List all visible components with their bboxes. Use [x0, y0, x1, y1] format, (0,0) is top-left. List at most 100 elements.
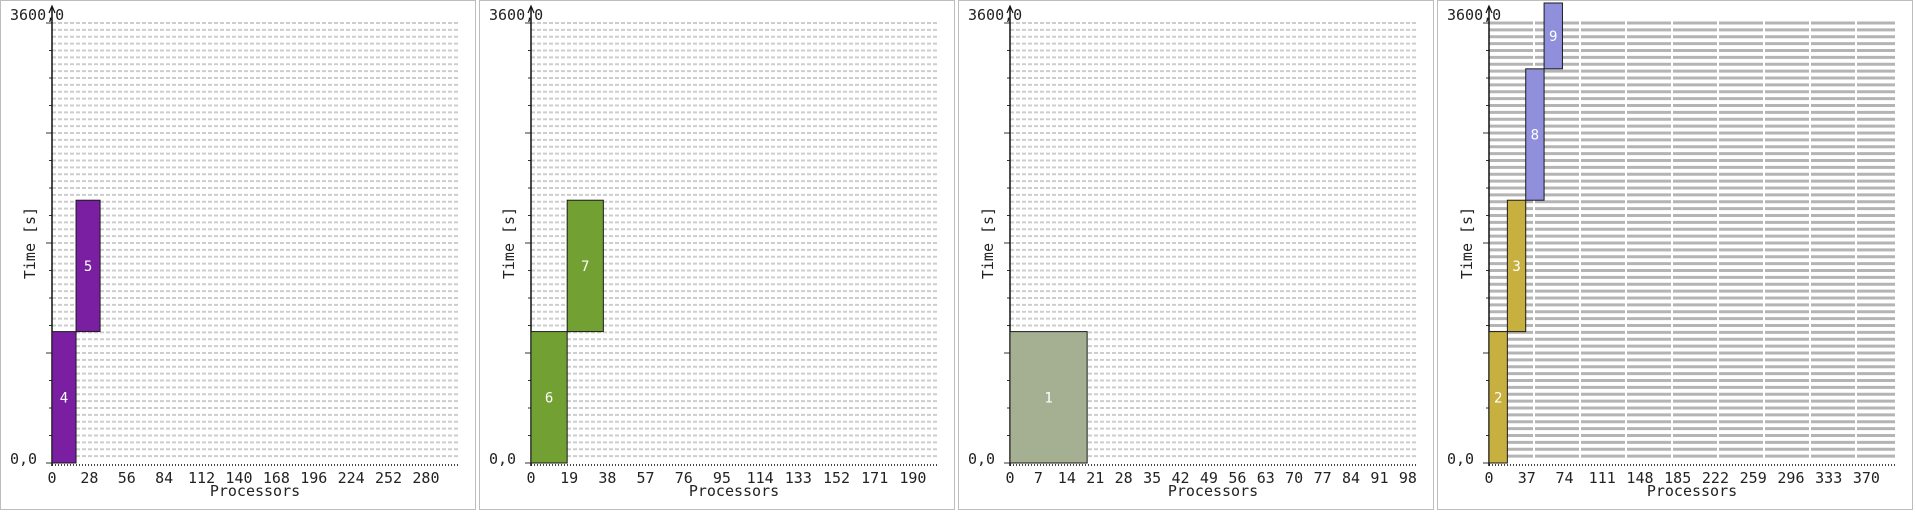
x-tick-label: 7 — [1034, 469, 1043, 487]
x-tick-label: 49 — [1200, 469, 1218, 487]
x-tick-label: 37 — [1518, 469, 1536, 487]
x-tick-label: 84 — [1342, 469, 1360, 487]
x-tick-label: 168 — [263, 469, 290, 487]
job-2: 2 — [1488, 331, 1508, 464]
y-axis-arrow — [48, 4, 56, 14]
chart-panel-1: 3600,0 0,0 0 28 56 84 112 140 168 196 224 252 280 Pro… — [0, 0, 476, 510]
x-tick-label: 0 — [1484, 469, 1493, 487]
x-tick-label: 98 — [1399, 469, 1417, 487]
x-tick-label: 370 — [1853, 469, 1880, 487]
job-1: 1 — [1009, 331, 1088, 464]
x-tick-label: 0 — [1005, 469, 1014, 487]
job-label: 5 — [84, 259, 92, 275]
chart-panel-2: 3600,0 0,0 0 19 38 57 76 95 114 133 152 171 190 Proce… — [479, 0, 955, 510]
job-9: 9 — [1543, 2, 1563, 70]
x-tick-label: 0 — [47, 469, 56, 487]
job-4: 4 — [51, 331, 77, 464]
y-axis-label: Time [s] — [979, 207, 997, 279]
x-tick-label: 111 — [1589, 469, 1616, 487]
gantt-chart-2: 3600,00,00 19 38 57 76 95 114 133 152 171 190Proce… — [489, 4, 937, 500]
gantt-chart-1: 3600,0 0,0 0 28 56 84 112 140 168 196 224 252 280 Pro… — [10, 4, 458, 500]
job-label: 3 — [1512, 259, 1520, 275]
x-tick-label: 84 — [155, 469, 173, 487]
x-tick-label: 74 — [1555, 469, 1573, 487]
job-label: 1 — [1044, 390, 1052, 406]
x-tick-label: 91 — [1370, 469, 1388, 487]
job-label: 8 — [1531, 128, 1539, 144]
x-tick-label: 42 — [1171, 469, 1189, 487]
x-tick-label: 222 — [1702, 469, 1729, 487]
corner-bottom-label: 0,0 — [968, 450, 995, 468]
chart-panel-3: 3600,0 0,0 0 7 14 21 28 35 42 49 56 63 70 77 84 91 98 Pro… — [958, 0, 1434, 510]
x-axis-label: Processors — [1168, 482, 1258, 500]
x-axis-label: Processors — [1647, 482, 1737, 500]
x-tick-label: 280 — [412, 469, 439, 487]
grid — [52, 22, 458, 458]
x-tick-label: 76 — [675, 469, 693, 487]
job-label: 7 — [581, 259, 589, 275]
x-tick-label: 333 — [1815, 469, 1842, 487]
job-6: 6 — [530, 331, 568, 464]
job-7: 7 — [566, 199, 604, 333]
job-bar — [1525, 68, 1545, 201]
x-tick-label: 152 — [823, 469, 850, 487]
x-tick-label: 95 — [713, 469, 731, 487]
job-bar — [1009, 331, 1088, 464]
x-tick-label: 252 — [375, 469, 402, 487]
y-axis-label: Time [s] — [500, 207, 518, 279]
corner-bottom-label: 0,0 — [1447, 450, 1474, 468]
job-bar — [1543, 2, 1563, 70]
x-axis-label: Processors — [210, 482, 300, 500]
y-axis-label: Time [s] — [21, 207, 39, 279]
x-tick-label: 171 — [861, 469, 888, 487]
job-label: 6 — [545, 390, 553, 406]
job-bar — [1488, 331, 1508, 464]
x-tick-label: 77 — [1314, 469, 1332, 487]
job-label: 9 — [1549, 29, 1557, 45]
x-tick-label: 70 — [1285, 469, 1303, 487]
job-bar — [530, 331, 568, 464]
x-tick-label: 196 — [300, 469, 327, 487]
x-tick-label: 57 — [637, 469, 655, 487]
job-8: 8 — [1525, 68, 1545, 201]
x-tick-label: 140 — [225, 469, 252, 487]
x-tick-label: 38 — [598, 469, 616, 487]
corner-top-label: 3600,0 — [10, 6, 64, 24]
x-tick-label: 14 — [1058, 469, 1076, 487]
x-tick-label: 190 — [899, 469, 926, 487]
corner-top-label: 3600,0 — [489, 6, 543, 24]
x-tick-label: 63 — [1257, 469, 1275, 487]
x-tick-label: 185 — [1664, 469, 1691, 487]
x-tick-label: 259 — [1740, 469, 1767, 487]
x-tick-label: 28 — [80, 469, 98, 487]
job-label: 2 — [1494, 390, 1502, 406]
x-tick-label: 56 — [118, 469, 136, 487]
x-tick-label: 114 — [747, 469, 774, 487]
job-5: 5 — [75, 199, 101, 333]
grid — [1489, 21, 1895, 458]
x-tick-label: 56 — [1228, 469, 1246, 487]
x-tick-label: 0 — [526, 469, 535, 487]
gantt-chart-4: 3600,0 0,0 0 37 74 111 148 185 222 259 296 333 370 Pr… — [1447, 2, 1895, 500]
gantt-chart-3: 3600,0 0,0 0 7 14 21 28 35 42 49 56 63 70 77 84 91 98 Pro… — [968, 4, 1417, 500]
y-axis-arrow — [527, 4, 535, 14]
chart-panel-4: 3600,0 0,0 0 37 74 111 148 185 222 259 296 333 370 Pr… — [1437, 0, 1913, 510]
x-tick-label: 19 — [560, 469, 578, 487]
x-tick-label: 21 — [1086, 469, 1104, 487]
job-bar — [75, 199, 101, 333]
corner-top-label: 3600,0 — [968, 6, 1022, 24]
corner-top-label: 3600,0 — [1447, 6, 1501, 24]
x-tick-label: 112 — [188, 469, 215, 487]
job-bar — [1506, 199, 1527, 333]
x-tick-label: 28 — [1115, 469, 1133, 487]
x-tick-label: 133 — [785, 469, 812, 487]
y-axis-arrow — [1485, 4, 1493, 14]
job-bar — [566, 199, 604, 333]
x-tick-label: 148 — [1626, 469, 1653, 487]
job-3: 3 — [1506, 199, 1527, 333]
y-axis-arrow — [1006, 4, 1014, 14]
x-tick-label: 35 — [1143, 469, 1161, 487]
x-tick-label: 296 — [1777, 469, 1804, 487]
x-axis-label: Processors — [689, 482, 779, 500]
corner-bottom-label: 0,0 — [10, 450, 37, 468]
